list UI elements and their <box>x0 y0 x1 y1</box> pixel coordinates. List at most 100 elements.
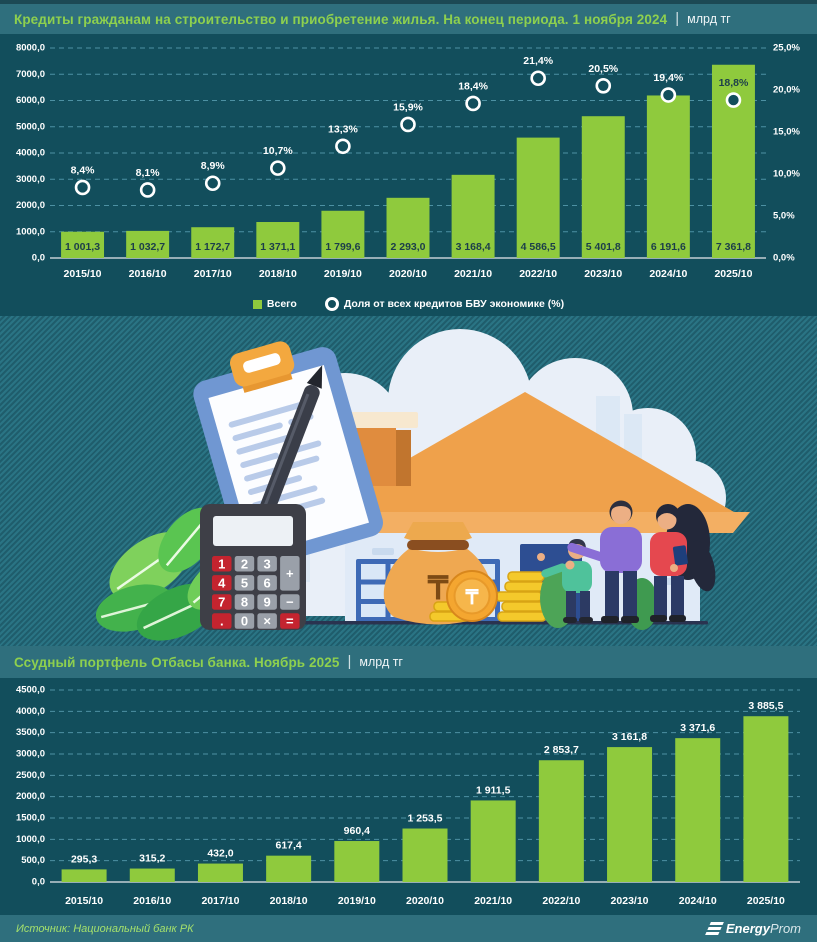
bar-value-label: 2 853,7 <box>544 744 579 756</box>
y2-axis-tick-label: 15,0% <box>773 127 800 138</box>
y-axis-tick-label: 3000,0 <box>16 174 45 185</box>
calculator-key-label: × <box>263 614 271 629</box>
y-axis-tick-label: 500,0 <box>21 855 45 866</box>
chart2-title: Ссудный портфель Отбасы банка. Ноябрь 20… <box>14 654 340 670</box>
portfolio-bar-chart: 0,0 500,0 1000,0 1500,0 2000,0 2500,0 3000,0 35… <box>16 685 800 907</box>
x-axis-tick-label: 2023/10 <box>584 268 622 280</box>
share-value-label: 8,4% <box>71 164 96 176</box>
x-axis-tick-label: 2022/10 <box>542 895 580 907</box>
source-note: Источник: Национальный банк РК <box>16 922 194 935</box>
share-marker <box>139 182 156 198</box>
share-value-label: 21,4% <box>523 55 553 67</box>
y-axis-tick-label: 4000,0 <box>16 148 45 159</box>
illustration-band: 1 2 3 4 5 6 7 8 9. 0 × + − = ₸ ₸ <box>0 316 817 646</box>
calculator-key-label: . <box>220 614 224 629</box>
bar-value-label: 432,0 <box>207 848 233 860</box>
calculator-key-label: 1 <box>218 556 225 571</box>
bar-swatch-icon <box>252 299 262 309</box>
loans-bar-chart: 0,0 1000,0 2000,0 3000,0 4000,0 5000,0 6000,0 7… <box>16 43 801 280</box>
chart1-unit: млрд тг <box>687 12 731 26</box>
share-value-label: 10,7% <box>263 145 293 157</box>
bar <box>61 231 105 258</box>
bar-value-label: 1 032,7 <box>130 241 165 253</box>
y-axis-tick-label: 1000,0 <box>16 834 45 845</box>
bar-value-label: 1 172,7 <box>195 241 230 253</box>
bar <box>386 197 430 258</box>
y2-axis-tick-label: 25,0% <box>773 43 800 54</box>
family-woman <box>650 504 716 622</box>
y-axis-tick-label: 2500,0 <box>16 770 45 781</box>
legend-label-share: Доля от всех кредитов БВУ экономике (%) <box>343 298 565 310</box>
circle-marker-icon <box>324 297 339 311</box>
bar-value-label: 315,2 <box>139 853 165 865</box>
share-value-label: 15,9% <box>393 101 423 113</box>
share-value-label: 8,9% <box>201 160 226 172</box>
bar <box>197 863 243 882</box>
title-separator: | <box>675 9 680 27</box>
x-axis-tick-label: 2024/10 <box>649 268 687 280</box>
bar <box>607 747 653 882</box>
y-axis-tick-label: 1000,0 <box>16 226 45 237</box>
y-axis-tick-label: 4500,0 <box>16 685 45 696</box>
family <box>537 500 716 623</box>
bar <box>581 116 625 258</box>
share-marker <box>400 116 416 133</box>
y-axis-tick-label: 3000,0 <box>16 749 45 760</box>
calculator-key <box>234 575 255 591</box>
calculator-key-label: 5 <box>241 575 248 590</box>
calculator-screen <box>213 516 293 546</box>
bar-value-label: 2 293,0 <box>390 241 425 253</box>
calculator-key <box>212 556 232 572</box>
tenge-symbol-bag: ₸ <box>427 570 449 606</box>
calculator-key <box>257 594 277 610</box>
calculator-key-label: 7 <box>218 594 225 609</box>
bar-value-label: 3 371,6 <box>680 722 715 734</box>
brand-bold: Energy <box>725 920 770 936</box>
footer-bar: Источник: Национальный банк РК EnergyPro… <box>0 915 817 942</box>
calculator-key <box>212 594 232 610</box>
y-axis-tick-label: 7000,0 <box>16 69 45 80</box>
bar <box>266 855 312 882</box>
x-axis-tick-label: 2018/10 <box>259 268 297 280</box>
y2-axis-tick-label: 10,0% <box>773 169 800 180</box>
x-axis-tick-label: 2016/10 <box>133 895 171 907</box>
x-axis-tick-label: 2022/10 <box>519 268 557 280</box>
share-value-label: 8,1% <box>136 167 161 179</box>
bar <box>516 137 560 258</box>
calculator-key <box>234 556 255 572</box>
share-marker <box>660 87 677 103</box>
bar-value-label: 3 161,8 <box>612 731 647 743</box>
y-axis-tick-label: 0,0 <box>32 253 45 264</box>
bar-value-label: 6 191,6 <box>651 241 686 253</box>
family-man <box>565 500 642 623</box>
x-axis-tick-label: 2021/10 <box>474 895 512 907</box>
bar <box>256 222 300 258</box>
x-axis-tick-label: 2019/10 <box>324 268 362 280</box>
tenge-symbol-coin: ₸ <box>465 587 479 609</box>
calculator-key <box>212 575 232 591</box>
y-axis-tick-label: 3500,0 <box>16 727 45 738</box>
bar <box>675 738 721 882</box>
calculator-key-label: 8 <box>241 594 248 609</box>
chart1-title: Кредиты гражданам на строительство и при… <box>14 11 668 27</box>
x-axis-tick-label: 2023/10 <box>611 895 649 907</box>
calculator-key <box>257 556 277 572</box>
y-axis-tick-label: 0,0 <box>32 877 45 888</box>
chart2-title-bar: Ссудный портфель Отбасы банка. Ноябрь 20… <box>0 646 817 678</box>
x-axis-tick-label: 2025/10 <box>714 268 752 280</box>
house-loan-illustration: 1 2 3 4 5 6 7 8 9. 0 × + − = ₸ ₸ <box>95 329 750 641</box>
share-value-label: 20,5% <box>588 63 618 75</box>
bar-value-label: 4 586,5 <box>521 241 556 253</box>
calculator-keys: 1 2 3 4 5 6 7 8 9. 0 × + − = <box>212 556 300 629</box>
share-marker <box>595 77 612 94</box>
calculator-key-label: = <box>286 614 294 629</box>
portfolio-chart-area: 0,0 500,0 1000,0 1500,0 2000,0 2500,0 3000,0 35… <box>0 678 817 915</box>
bar <box>334 841 380 882</box>
x-axis-tick-label: 2017/10 <box>201 895 239 907</box>
calculator-key <box>234 594 255 610</box>
calculator-key <box>280 556 300 591</box>
y2-axis-tick-label: 20,0% <box>773 85 800 96</box>
bar-value-label: 7 361,8 <box>716 241 751 253</box>
x-axis-tick-label: 2019/10 <box>338 895 376 907</box>
calculator-key-label: 2 <box>241 556 248 571</box>
